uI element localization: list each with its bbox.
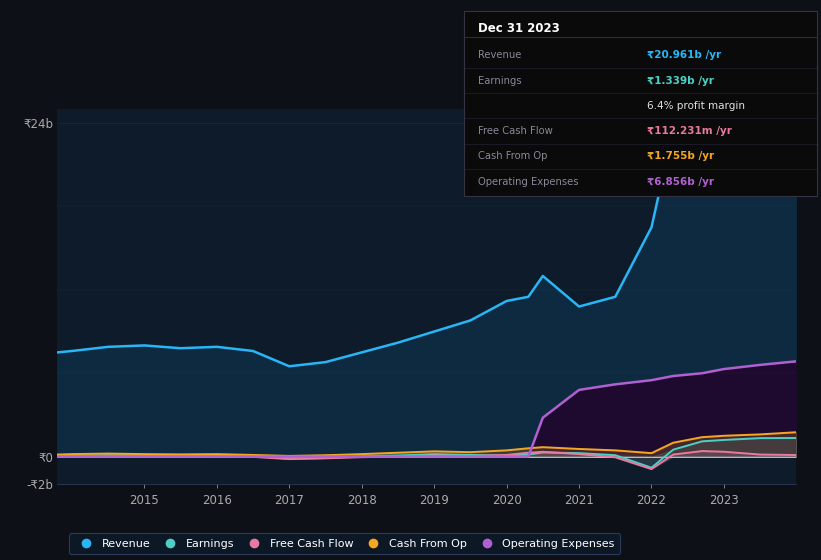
Text: ₹1.339b /yr: ₹1.339b /yr bbox=[648, 76, 714, 86]
Text: Dec 31 2023: Dec 31 2023 bbox=[478, 22, 560, 35]
Text: ₹1.755b /yr: ₹1.755b /yr bbox=[648, 151, 714, 161]
Text: ₹20.961b /yr: ₹20.961b /yr bbox=[648, 50, 722, 60]
Text: Revenue: Revenue bbox=[478, 50, 521, 60]
Text: ₹112.231m /yr: ₹112.231m /yr bbox=[648, 126, 732, 136]
Text: Earnings: Earnings bbox=[478, 76, 521, 86]
Legend: Revenue, Earnings, Free Cash Flow, Cash From Op, Operating Expenses: Revenue, Earnings, Free Cash Flow, Cash … bbox=[69, 533, 621, 554]
Text: Cash From Op: Cash From Op bbox=[478, 151, 548, 161]
Text: Free Cash Flow: Free Cash Flow bbox=[478, 126, 553, 136]
Text: ₹6.856b /yr: ₹6.856b /yr bbox=[648, 176, 714, 186]
Text: Operating Expenses: Operating Expenses bbox=[478, 176, 579, 186]
Text: 6.4% profit margin: 6.4% profit margin bbox=[648, 101, 745, 111]
